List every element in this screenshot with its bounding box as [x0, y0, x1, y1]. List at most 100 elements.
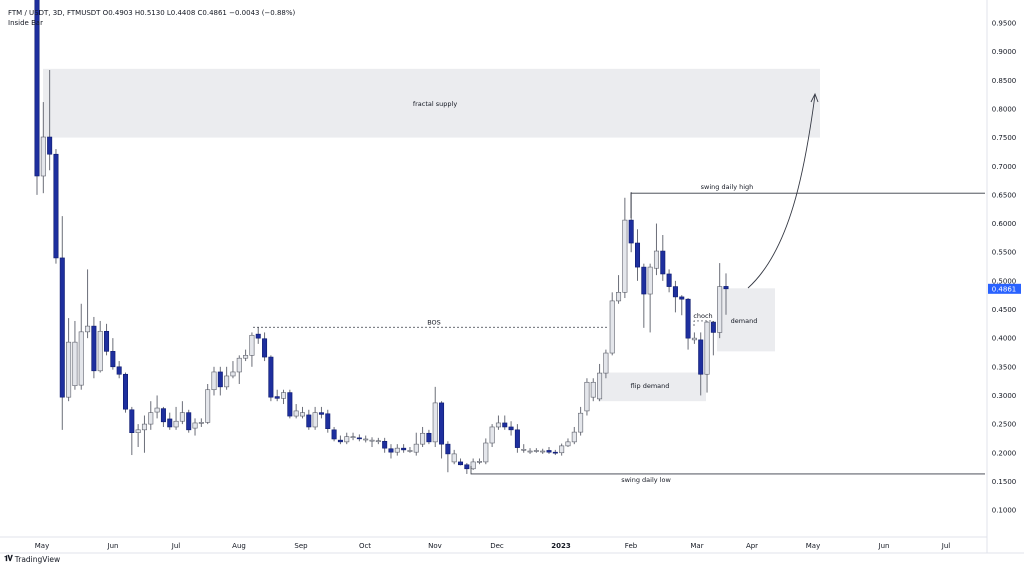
candle-body [420, 432, 426, 445]
swing-high-line [630, 192, 985, 218]
candle-body [299, 412, 305, 417]
candle-body [281, 392, 287, 399]
candle [268, 355, 274, 402]
choch-line [693, 320, 714, 326]
candle [603, 349, 609, 379]
candle-body [704, 321, 710, 375]
y-tick-label: 0.2500 [992, 421, 1017, 429]
candle-body [470, 461, 476, 470]
candle [502, 415, 508, 430]
candle-body [552, 451, 558, 454]
candle [186, 409, 192, 433]
candle-body [426, 432, 432, 443]
candle-body [306, 414, 312, 428]
candle-body [97, 330, 103, 372]
projection-arrow [747, 94, 816, 289]
candle [205, 383, 211, 425]
candle [59, 216, 65, 430]
candle-body [653, 250, 659, 269]
candle-body [666, 273, 672, 287]
candle [388, 444, 394, 459]
candle [495, 415, 501, 430]
candle-body [179, 412, 185, 422]
y-tick-label: 0.8500 [992, 77, 1017, 85]
candles [34, 0, 729, 474]
candle [110, 338, 116, 370]
demand-label: demand [731, 317, 758, 325]
candle-body [72, 341, 78, 387]
candle-body [616, 292, 622, 302]
brand-name[interactable]: TradingView [14, 554, 61, 564]
price-axis[interactable]: 0.9500 0.9000 0.8500 0.8000 0.7500 0.7000 0.65… [992, 20, 1017, 515]
candle-body [597, 372, 603, 400]
candle-body [578, 412, 584, 433]
candle [167, 412, 173, 430]
time-axis[interactable]: May Jun Jul Aug Sep Oct Nov Dec 2023 Feb Mar Apr May… [35, 542, 951, 550]
candle [432, 386, 438, 448]
candle [34, 0, 40, 195]
candle-body [451, 453, 457, 463]
candle-body [160, 408, 166, 423]
candle-body [401, 447, 407, 451]
candle [445, 441, 451, 473]
x-tick-label: Mar [690, 542, 703, 550]
candle-body [53, 153, 59, 259]
candle-body [445, 443, 451, 455]
candle [287, 389, 293, 419]
candle [192, 418, 198, 436]
swing-low-label: swing daily low [621, 476, 671, 484]
candle [325, 409, 331, 433]
candle-body [584, 381, 590, 412]
candle-body [167, 418, 173, 428]
footer: 𝟏𝐕 TradingView [4, 554, 60, 564]
candle [451, 449, 457, 465]
candle-body [293, 410, 299, 417]
candle [224, 366, 230, 390]
candle [160, 406, 166, 427]
candle [622, 197, 628, 299]
x-tick-label: Jul [171, 542, 181, 550]
candle-body [489, 426, 495, 444]
candle-body [508, 426, 514, 431]
candle [141, 415, 147, 453]
candle-body [356, 437, 362, 440]
candle [401, 444, 407, 453]
fractal-supply-zone [43, 68, 820, 138]
symbol-ohlc-line[interactable]: FTM / USDT, 3D, FTMUSDT O0.4903 H0.5130 … [8, 9, 296, 17]
chart-legend: FTM / USDT, 3D, FTMUSDT O0.4903 H0.5130 … [8, 8, 295, 28]
candle [375, 437, 381, 445]
candle-body [186, 412, 192, 431]
choch-label: choch [693, 312, 712, 320]
candle-body [148, 412, 154, 425]
candle [679, 295, 685, 316]
tradingview-logo-icon[interactable]: 𝟏𝐕 [4, 554, 13, 563]
candle [344, 432, 350, 445]
y-tick-label: 0.5500 [992, 249, 1017, 257]
candle-body [236, 357, 242, 373]
candle [590, 378, 596, 402]
candle-body [717, 286, 723, 333]
candle [584, 378, 590, 416]
candle-body [710, 321, 716, 333]
candle-body [382, 440, 388, 449]
candle [243, 349, 249, 362]
candle [198, 418, 204, 427]
candle [104, 323, 110, 356]
candle [565, 438, 571, 448]
candle [540, 448, 546, 454]
candle [53, 149, 59, 264]
candle [66, 318, 72, 402]
candle-body [432, 402, 438, 443]
candle [647, 263, 653, 333]
candle-body [211, 371, 217, 391]
candle-body [609, 300, 615, 354]
candle-body [672, 286, 678, 298]
indicator-label[interactable]: Inside Bar [8, 19, 44, 27]
x-tick-label: Jul [941, 542, 951, 550]
candle [274, 389, 280, 402]
candle-body [116, 366, 122, 375]
bos-label: BOS [427, 318, 441, 326]
candle [533, 448, 539, 453]
candle [97, 320, 103, 373]
